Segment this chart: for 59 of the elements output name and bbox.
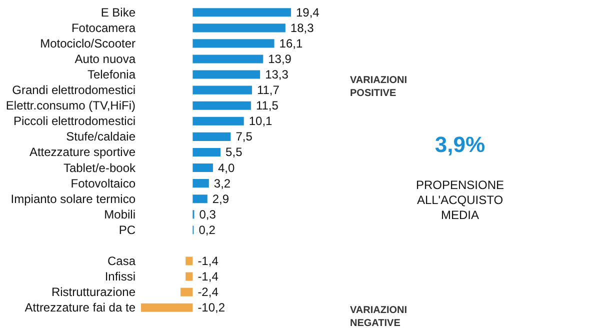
- y-tick-label: Attrezzature fai da te: [24, 300, 136, 315]
- y-tick-label: Ristrutturazione: [51, 285, 136, 300]
- text: VARIAZIONI NEGATIVE: [350, 305, 408, 329]
- bar: [192, 54, 264, 64]
- data-label: 11,7: [256, 83, 280, 98]
- data-label: 5,5: [226, 145, 243, 160]
- bar: [192, 70, 260, 79]
- y-tick-label: Attezzature sportive: [29, 145, 136, 160]
- text: VARIAZIONI POSITIVE: [350, 75, 408, 99]
- data-label: 16,1: [279, 36, 303, 50]
- bar: [141, 303, 193, 312]
- data-label: -1,4: [198, 254, 219, 268]
- y-tick-label: Tablet/e-book: [63, 160, 136, 175]
- y-tick-label: Piccoli elettrodomestici: [13, 114, 136, 128]
- bar: [192, 163, 213, 172]
- bar: [192, 148, 221, 157]
- y-tick-label: PC: [118, 222, 136, 237]
- y-tick-label: Elettr.consumo (TV,HiFi): [6, 98, 136, 113]
- bar: [192, 179, 209, 188]
- data-label: 0,2: [198, 222, 216, 237]
- y-tick-label: Grandi elettrodomestici: [12, 83, 136, 98]
- y-tick-label: Telefonia: [87, 68, 136, 82]
- data-label: -1,4: [198, 270, 219, 284]
- data-label: -10,2: [198, 300, 226, 315]
- y-tick-label: Auto nuova: [74, 52, 136, 66]
- data-label: 10,1: [248, 114, 273, 128]
- y-tick-label: Impianto solare termico: [10, 192, 136, 206]
- y-tick-label: Infissi: [104, 270, 136, 284]
- data-label: 13,3: [265, 68, 289, 82]
- data-label: 19,4: [296, 5, 320, 20]
- y-tick-label: Motociclo/Scooter: [40, 36, 136, 50]
- data-label: 3,2: [214, 176, 231, 190]
- bar: [180, 288, 193, 296]
- bar: [192, 101, 251, 110]
- text: PROPENSIONE ALL'ACQUISTO MEDIA: [416, 178, 504, 222]
- bar: [192, 39, 274, 48]
- data-label: 13,9: [268, 52, 292, 66]
- data-label: -2,4: [198, 285, 219, 300]
- bar: [192, 194, 208, 204]
- text: 3,9%: [434, 132, 486, 157]
- data-label: 18,3: [290, 20, 314, 35]
- data-label: 0,3: [199, 207, 216, 222]
- y-tick-label: Fotovoltaico: [70, 176, 136, 190]
- y-tick-label: E Bike: [100, 5, 136, 20]
- bar: [192, 24, 286, 32]
- data-label: 4,0: [218, 160, 235, 175]
- bar: [192, 8, 291, 17]
- bar: [192, 116, 244, 126]
- y-tick-label: Mobili: [104, 207, 136, 222]
- data-label: 11,5: [256, 98, 279, 113]
- bar: [186, 256, 193, 266]
- data-label: 2,9: [212, 192, 230, 206]
- y-tick-label: Fotocamera: [71, 20, 136, 35]
- bar: [186, 272, 193, 281]
- y-tick-label: Casa: [107, 254, 136, 268]
- y-tick-label: Stufe/caldaie: [66, 130, 136, 144]
- data-label: 7,5: [236, 130, 253, 144]
- bar: [192, 132, 231, 141]
- bar: [192, 86, 252, 94]
